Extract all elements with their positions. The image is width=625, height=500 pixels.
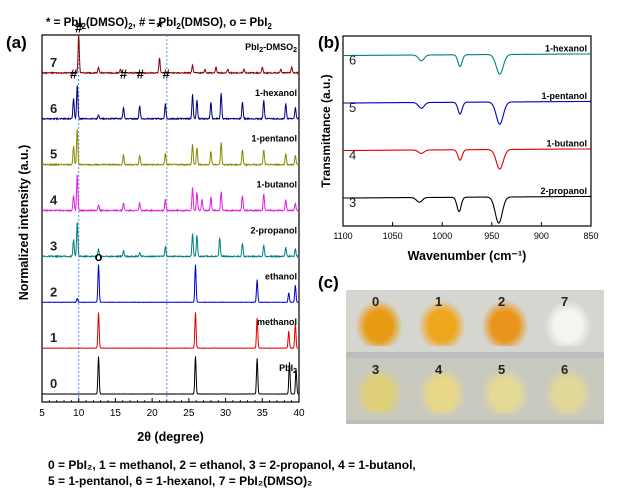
series-line-5: [343, 100, 591, 125]
series-line-5: [41, 129, 300, 167]
sample-photo-row-top: 0 1 2 7: [346, 290, 604, 352]
series-line-6: [343, 53, 591, 75]
series-index-3: 3: [50, 238, 57, 253]
series-index-5: 5: [50, 147, 57, 162]
series-line-7: [41, 35, 300, 75]
series-index-4: 4: [50, 193, 58, 208]
sample-label-3: 3: [372, 362, 380, 377]
series-line-3: [343, 195, 591, 224]
x-tick-label: 950: [484, 231, 499, 241]
x-tick-label: 10: [73, 408, 85, 419]
series-label-3: 2-propanol: [251, 225, 298, 235]
series-label-5: 1-pentanol: [251, 134, 297, 144]
peak-marker: #: [75, 21, 83, 36]
x-tick-label: 20: [147, 408, 159, 419]
panel-label-a: (a): [6, 33, 27, 52]
series-label-2: ethanol: [265, 271, 297, 281]
peak-marker: #: [137, 66, 145, 81]
series-index-6: 6: [349, 53, 356, 68]
peak-marker: *: [156, 20, 163, 37]
x-tick-label: 35: [257, 408, 269, 419]
plot-frame: [342, 35, 592, 227]
sample-photo-panel: 0 1 2 7 3 4 5 6: [346, 290, 604, 424]
series-label-0: PbI2: [279, 363, 297, 375]
series-label-4: 1-butanol: [257, 180, 298, 190]
caption-line-1: 0 = PbI₂, 1 = methanol, 2 = ethanol, 3 =…: [48, 458, 416, 472]
sample-powder-5: [478, 364, 532, 414]
panel-label-b: (b): [318, 33, 340, 52]
sample-label-5: 5: [498, 362, 506, 377]
series-index-2: 2: [50, 284, 57, 299]
series-index-4: 4: [349, 148, 356, 163]
series-label-1: methanol: [257, 317, 297, 327]
x-axis-label: 2θ (degree): [137, 430, 204, 444]
series-index-3: 3: [349, 195, 356, 210]
x-tick-label: 1050: [383, 231, 403, 241]
sample-powder-1: [415, 296, 469, 346]
series-label-4: 1-butanol: [547, 139, 588, 149]
x-tick-label: 900: [534, 231, 549, 241]
series-label-5: 1-pentanol: [541, 91, 587, 101]
sample-label-2: 2: [498, 294, 506, 309]
plot-frame: [41, 34, 300, 403]
sample-powder-7: [541, 296, 595, 346]
sample-powder-2: [478, 296, 532, 346]
sample-powder-0: [352, 296, 406, 346]
peak-marker: o: [95, 249, 103, 264]
y-axis-label: Transmittance (a.u.): [319, 74, 333, 187]
series-index-1: 1: [50, 330, 57, 345]
caption-line-2: 5 = 1-pentanol, 6 = 1-hexanol, 7 = PbI₂(…: [48, 474, 313, 488]
series-index-6: 6: [50, 101, 57, 116]
panel-label-c: (c): [318, 273, 339, 292]
sample-powder-4: [415, 364, 469, 414]
peak-marker: #: [70, 66, 78, 81]
y-axis-label: Normalized intensity (a.u.): [17, 145, 31, 301]
sample-label-7: 7: [561, 294, 569, 309]
peak-marker: #: [120, 66, 128, 81]
series-label-6: 1-hexanol: [545, 44, 587, 54]
sample-label-0: 0: [372, 294, 380, 309]
x-tick-label: 40: [293, 408, 305, 419]
x-tick-label: 1100: [333, 231, 352, 241]
x-tick-label: 1000: [432, 231, 452, 241]
x-axis-label: Wavenumber (cm⁻¹): [408, 249, 527, 263]
sample-photo-row-bottom: 3 4 5 6: [346, 358, 604, 420]
series-line-0: [41, 356, 300, 395]
x-tick-label: 30: [220, 408, 232, 419]
series-index-5: 5: [349, 100, 356, 115]
peak-marker: *: [77, 20, 84, 37]
series-label-3: 2-propanol: [541, 186, 588, 196]
sample-label-1: 1: [435, 294, 443, 309]
x-tick-label: 25: [183, 408, 195, 419]
series-line-1: [42, 312, 300, 349]
series-index-0: 0: [50, 376, 57, 391]
x-tick-label: 15: [110, 408, 122, 419]
series-line-3: [41, 222, 300, 259]
series-label-6: 1-hexanol: [255, 88, 297, 98]
sample-label-6: 6: [561, 362, 569, 377]
ftir-chart: 1100 1050 1000 950 900 850 Wavenumber (cm⁻¹) Tr…: [319, 35, 599, 263]
sample-powder-6: [541, 364, 595, 414]
series-line-6: [41, 85, 300, 121]
series-line-4: [343, 148, 591, 170]
x-tick-label: 5: [39, 408, 45, 419]
series-label-7: PbI2-DMSO2: [245, 42, 297, 54]
series-index-7: 7: [50, 55, 57, 70]
series-line-2: [41, 264, 300, 304]
series-line-4: [41, 174, 300, 213]
sample-powder-3: [352, 364, 406, 414]
x-tick-label: 850: [583, 231, 598, 241]
peak-marker: #: [162, 66, 170, 81]
sample-label-4: 4: [435, 362, 443, 377]
header-legend: * = PbI2(DMSO)2, # = PbI2(DMSO), o = PbI…: [46, 17, 272, 31]
